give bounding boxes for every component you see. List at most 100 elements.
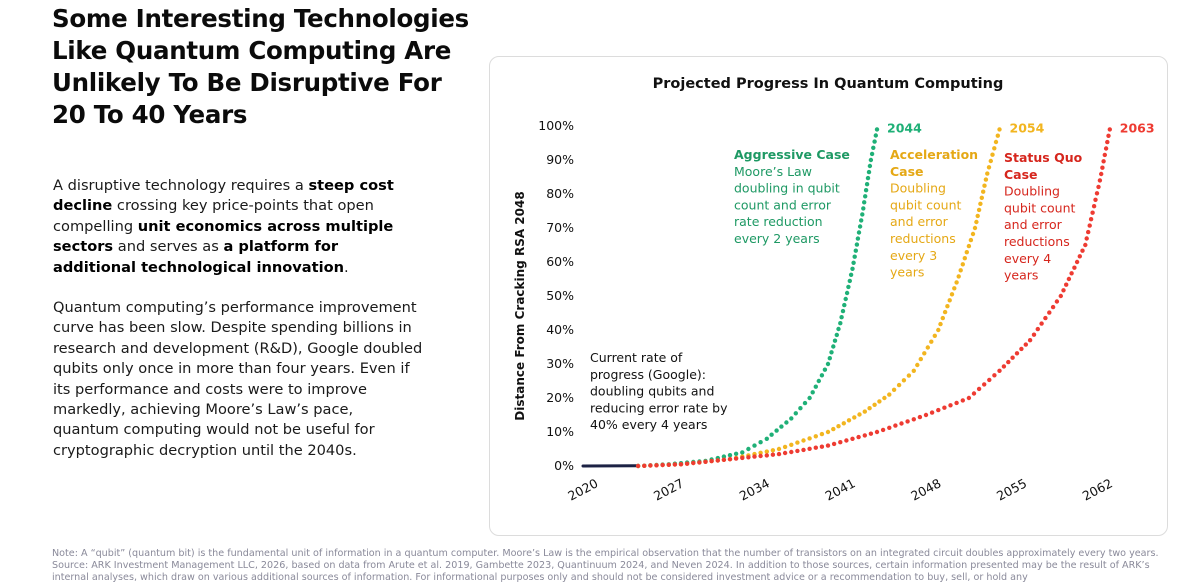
series-status-quo-dot	[771, 453, 775, 457]
series-aggressive-dot	[807, 396, 811, 400]
series-status-quo-dot	[703, 460, 707, 464]
series-acceleration-dot	[820, 432, 824, 436]
series-status-quo-dot	[930, 410, 934, 414]
series-acceleration-dot	[996, 134, 1000, 138]
annotation-acceleration-case-text: reductions	[890, 231, 956, 246]
series-acceleration-dot	[984, 177, 988, 181]
series-status-quo-dot	[1047, 310, 1051, 314]
series-status-quo-dot	[1103, 153, 1107, 157]
series-aggressive-dot	[844, 297, 848, 301]
series-aggressive-dot	[817, 379, 821, 383]
series-status-quo-dot	[728, 457, 732, 461]
x-tick-label: 2041	[823, 475, 858, 503]
y-tick-label: 20%	[546, 390, 574, 405]
y-tick-label: 80%	[546, 186, 574, 201]
series-end-label: 2063	[1120, 120, 1155, 135]
series-aggressive-dot	[864, 188, 868, 192]
series-status-quo-dot	[1106, 134, 1110, 138]
series-acceleration-dot	[971, 232, 975, 236]
series-status-quo-dot	[1064, 283, 1068, 287]
series-status-quo-dot	[826, 443, 830, 447]
annotation-acceleration-case-text: Doubling	[890, 181, 946, 196]
series-status-quo-dot	[740, 456, 744, 460]
series-aggressive-dot	[838, 321, 842, 325]
series-aggressive-dot	[784, 420, 788, 424]
series-status-quo-dot	[942, 406, 946, 410]
series-status-quo-dot	[844, 438, 848, 442]
series-aggressive-dot	[803, 401, 807, 405]
series-acceleration-dot	[980, 196, 984, 200]
x-tick-label: 2062	[1080, 475, 1115, 503]
body-text: and serves as	[113, 238, 223, 255]
series-status-quo-dot	[1032, 333, 1036, 337]
series-aggressive-dot	[769, 433, 773, 437]
series-status-quo-dot	[850, 437, 854, 441]
series-acceleration-dot	[882, 396, 886, 400]
series-acceleration-dot	[978, 202, 982, 206]
series-status-quo-dot	[1090, 211, 1094, 215]
series-acceleration-dot	[907, 373, 911, 377]
series-aggressive-dot	[867, 170, 871, 174]
x-tick-label: 2034	[737, 475, 772, 503]
body-copy: A disruptive technology requires a steep…	[53, 176, 423, 481]
series-aggressive-dot	[814, 385, 818, 389]
annotation-acceleration-case-title: Acceleration	[890, 147, 978, 162]
series-aggressive-dot	[798, 406, 802, 410]
y-tick-label: 0%	[554, 458, 574, 473]
y-tick-label: 60%	[546, 254, 574, 269]
body-text: .	[344, 259, 349, 276]
annotation-current-rate-text: 40% every 4 years	[590, 417, 707, 432]
series-acceleration-dot	[967, 244, 971, 248]
series-aggressive-dot	[826, 362, 830, 366]
series-acceleration-dot	[950, 292, 954, 296]
series-status-quo-dot	[1051, 305, 1055, 309]
series-acceleration-dot	[933, 334, 937, 338]
series-status-quo-dot	[709, 459, 713, 463]
series-status-quo-dot	[734, 456, 738, 460]
series-acceleration-dot	[847, 418, 851, 422]
series-aggressive-dot	[765, 437, 769, 441]
series-acceleration-dot	[912, 369, 916, 373]
series-aggressive-dot	[823, 368, 827, 372]
series-status-quo-dot	[948, 403, 952, 407]
annotation-current-rate-text: doubling qubits and	[590, 384, 714, 399]
series-aggressive-dot	[857, 230, 861, 234]
series-acceleration-dot	[852, 415, 856, 419]
series-status-quo-dot	[1015, 351, 1019, 355]
series-acceleration-dot	[777, 447, 781, 451]
series-acceleration-dot	[961, 262, 965, 266]
annotation-current-rate-text: Current rate of	[590, 350, 683, 365]
series-aggressive-dot	[871, 146, 875, 150]
series-status-quo-dot	[1039, 321, 1043, 325]
series-aggressive-dot	[740, 450, 744, 454]
annotation-status-quo-case-text: years	[1004, 268, 1038, 283]
annotation-status-quo-case-text: every 4	[1004, 251, 1051, 266]
series-status-quo-dot	[1043, 316, 1047, 320]
series-aggressive-dot	[865, 182, 869, 186]
y-tick-label: 10%	[546, 424, 574, 439]
series-status-quo-dot	[1104, 146, 1108, 150]
annotation-aggressive-case-title: Aggressive Case	[734, 147, 850, 162]
series-aggressive-dot	[869, 158, 873, 162]
x-tick-label: 2055	[994, 475, 1029, 503]
series-aggressive-dot	[854, 249, 858, 253]
y-tick-label: 70%	[546, 220, 574, 235]
y-tick-label: 100%	[538, 118, 574, 133]
series-status-quo-dot	[954, 401, 958, 405]
series-status-quo-dot	[758, 454, 762, 458]
series-aggressive-dot	[774, 428, 778, 432]
annotation-status-quo-case-text: Doubling	[1004, 184, 1060, 199]
series-acceleration-dot	[826, 430, 830, 434]
series-acceleration-dot	[936, 328, 940, 332]
series-status-quo-dot	[936, 408, 940, 412]
y-axis-label: Distance From Cracking RSA 2048	[513, 191, 527, 420]
series-aggressive-dot	[789, 416, 793, 420]
series-status-quo-dot	[697, 460, 701, 464]
annotation-status-quo-case-title: Status Quo	[1004, 150, 1083, 165]
series-status-quo-dot	[807, 447, 811, 451]
series-aggressive-dot	[856, 236, 860, 240]
series-status-quo-dot	[1019, 347, 1023, 351]
y-tick-label: 90%	[546, 152, 574, 167]
series-aggressive-dot	[758, 440, 762, 444]
